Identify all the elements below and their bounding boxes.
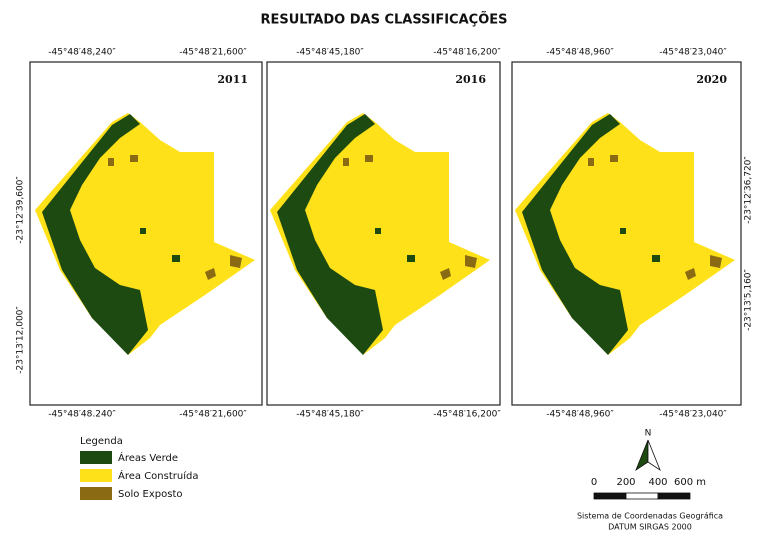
legend-swatch [80,469,112,482]
top-coordinate: -45°48′45,180″ [296,48,364,58]
legend-title: Legenda [80,436,123,447]
legend-label: Áreas Verde [118,451,178,464]
north-arrow [647,439,661,472]
scale-segment [657,492,691,500]
side-coordinate: -23°12′36,720″ [744,156,754,224]
legend-swatch [80,487,112,500]
scale-label: 200 [616,477,635,488]
map-year: 2020 [696,73,727,86]
north-label: N [645,429,652,439]
scale-segment [625,492,659,500]
side-coordinate: -23°13′12,000″ [16,306,26,374]
bottom-coordinate: -45°48′48,960″ [546,410,614,420]
credits: DATUM SIRGAS 2000 [608,523,692,532]
map-title: RESULTADO DAS CLASSIFICAÇÕES [261,12,508,28]
top-coordinate: -45°48′21,600″ [179,48,247,58]
bottom-coordinate: -45°48′21,600″ [179,410,247,420]
scale-label: 600 m [674,477,706,488]
bottom-coordinate: -45°48′48.240″ [48,410,116,420]
scale-label: 0 [591,477,597,488]
legend-label: Área Construída [118,469,198,482]
top-coordinate: -45°48′23,040″ [659,48,727,58]
scale-label: 400 [648,477,667,488]
legend-swatch [80,451,112,464]
top-coordinate: -45°48′48,960″ [546,48,614,58]
bottom-coordinate: -45°48′16,200″ [433,410,501,420]
side-coordinate: -23°12′39,600″ [16,176,26,244]
map-year: 2011 [217,73,248,86]
top-coordinate: -45°48′16,200″ [433,48,501,58]
north-arrow [635,439,649,472]
side-coordinate: -23°13′5,160″ [744,268,754,330]
bottom-coordinate: -45°48′45,180″ [296,410,364,420]
map-year: 2016 [455,73,486,86]
credits: Sistema de Coordenadas Geográfica [577,512,723,521]
top-coordinate: -45°48′48,240″ [48,48,116,58]
legend-label: Solo Exposto [118,489,183,500]
bottom-coordinate: -45°48′23,040″ [659,410,727,420]
scale-segment [593,492,627,500]
